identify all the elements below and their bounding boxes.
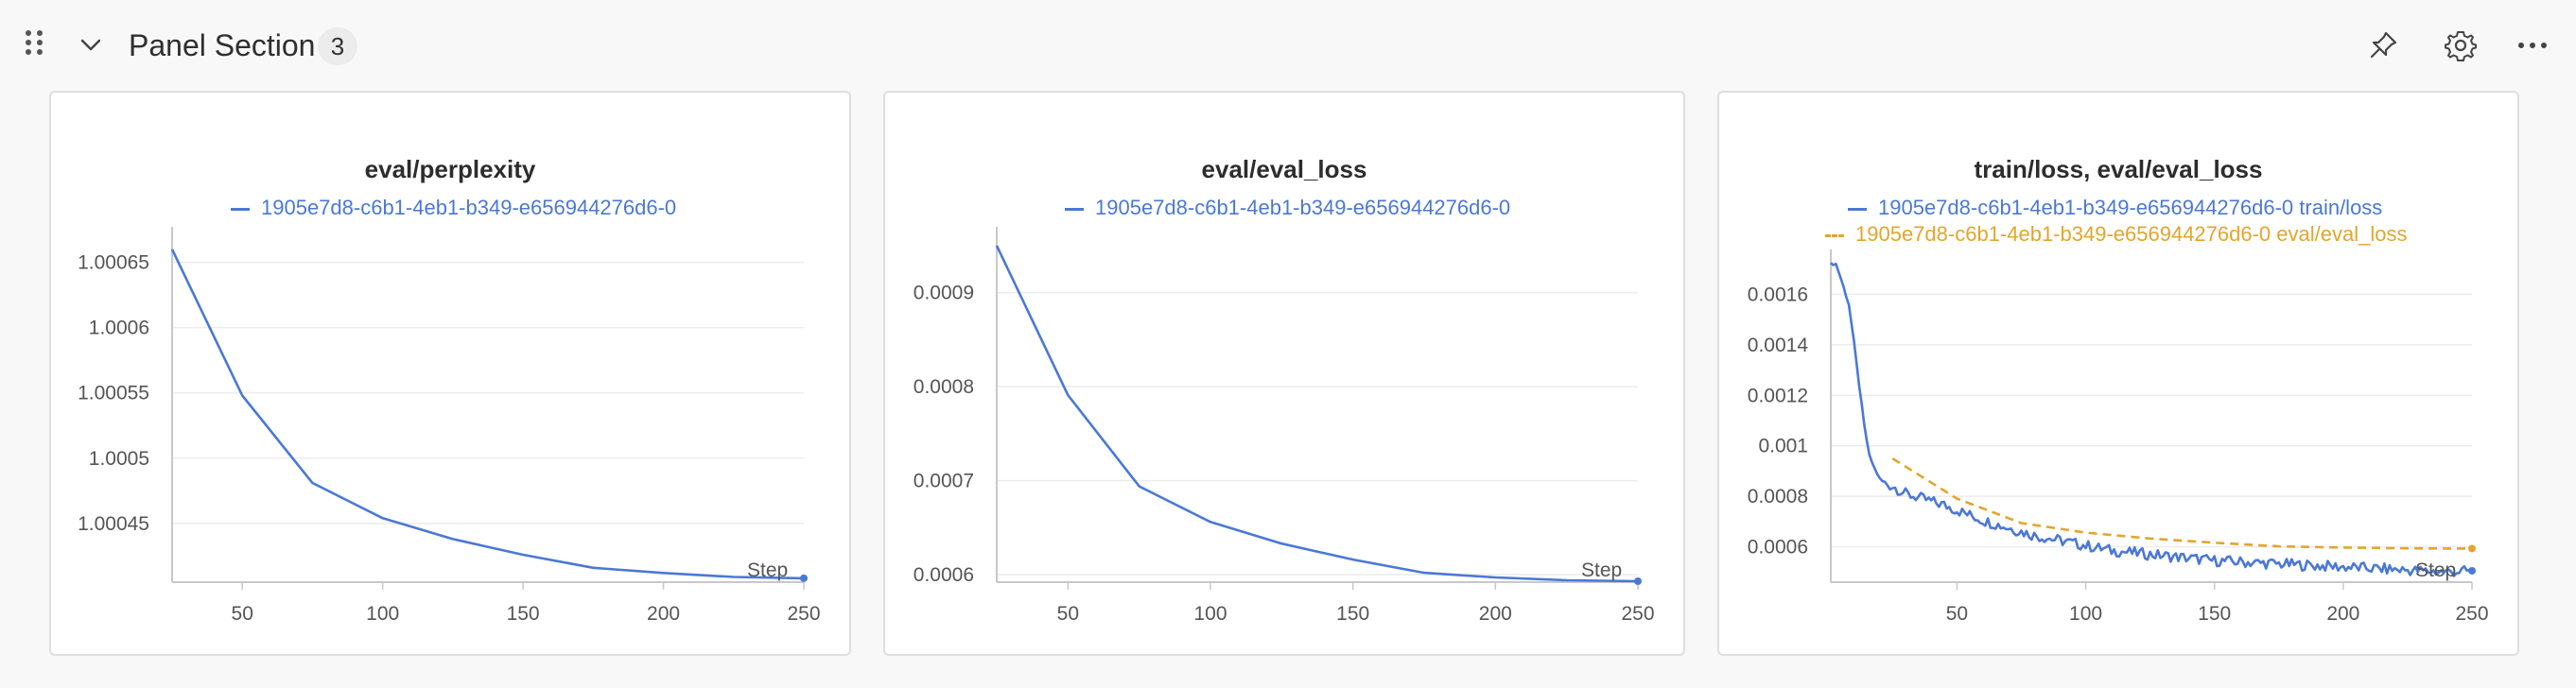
legend-label: 1905e7d8-c6b1-4eb1-b349-e656944276d6-0 e… (1855, 222, 2408, 246)
y-tick-label: 0.0016 (1748, 284, 1808, 305)
series-end-point (800, 574, 808, 582)
y-tick-label: 0.0008 (1748, 486, 1808, 507)
chart-plot-area[interactable]: 0.0006 0.0008 0.001 0.0012 0.0014 0.0016 50 100… (1719, 93, 2521, 658)
y-tick-label: 1.0006 (89, 318, 149, 339)
y-tick-label: 0.0006 (1748, 537, 1808, 559)
chart-title: eval/perplexity (364, 155, 536, 183)
x-axis-label: Step (2415, 559, 2456, 581)
legend-item[interactable]: 1905e7d8-c6b1-4eb1-b349-e656944276d6-0 (1065, 195, 1510, 221)
x-tick-label: 50 (1057, 603, 1079, 625)
drag-handle-icon[interactable] (23, 28, 45, 57)
y-tick-label: 0.0006 (914, 564, 974, 586)
x-tick-label: 250 (787, 603, 820, 625)
y-tick-label: 0.001 (1758, 436, 1808, 457)
legend-item[interactable]: 1905e7d8-c6b1-4eb1-b349-e656944276d6-0 (231, 195, 676, 221)
y-tick-label: 0.0009 (914, 283, 974, 304)
chart-plot-area[interactable]: 0.0006 0.0007 0.0008 0.0009 50 100 150 200 250 S… (885, 93, 1687, 658)
chart-panel-eval-perplexity[interactable]: eval/perplexity 1905e7d8-c6b1-4eb1-b349-… (49, 91, 851, 656)
pin-icon[interactable] (2366, 28, 2400, 62)
x-tick-label: 50 (1946, 603, 1968, 625)
x-tick-label: 100 (2069, 603, 2102, 625)
series-end-point (2468, 566, 2476, 575)
series-end-point (2468, 544, 2476, 553)
chart-panel-train-loss-eval-loss[interactable]: train/loss, eval/eval_loss 1905e7d8-c6b1… (1717, 91, 2519, 656)
y-tick-label: 1.00055 (78, 383, 149, 404)
y-tick-label: 1.00065 (78, 252, 149, 274)
y-tick-label: 0.0007 (914, 471, 974, 492)
series-line[interactable] (1891, 456, 2473, 550)
more-icon[interactable] (2515, 28, 2550, 62)
legend-swatch-orange-dashed (1825, 233, 1844, 237)
x-axis-label: Step (1581, 559, 1622, 581)
x-tick-label: 250 (2455, 603, 2488, 625)
legend-swatch-blue (1848, 207, 1867, 211)
x-tick-label: 100 (1193, 603, 1227, 625)
x-tick-label: 150 (507, 603, 540, 625)
y-tick-label: 1.0005 (89, 448, 149, 470)
legend-item[interactable]: 1905e7d8-c6b1-4eb1-b349-e656944276d6-0 t… (1848, 195, 2382, 221)
chart-title: train/loss, eval/eval_loss (1974, 155, 2263, 183)
panel-count-badge: 3 (318, 27, 357, 65)
panel-section-header: Panel Section 3 (0, 0, 2576, 91)
y-tick-label: 0.0014 (1748, 335, 1809, 356)
legend-item[interactable]: 1905e7d8-c6b1-4eb1-b349-e656944276d6-0 e… (1825, 221, 2407, 248)
x-axis-label: Step (747, 559, 788, 581)
x-tick-label: 200 (1479, 603, 1512, 625)
x-tick-label: 200 (647, 603, 680, 625)
x-tick-label: 150 (2198, 603, 2231, 625)
x-tick-label: 50 (232, 603, 253, 625)
series-line[interactable] (1830, 262, 2473, 577)
x-tick-label: 250 (1621, 603, 1654, 625)
chart-plot-area[interactable]: 1.00045 1.0005 1.00055 1.0006 1.00065 50 100 15… (51, 93, 853, 658)
legend-label: 1905e7d8-c6b1-4eb1-b349-e656944276d6-0 (261, 196, 677, 219)
y-tick-label: 0.0012 (1748, 385, 1808, 406)
gear-icon[interactable] (2444, 28, 2478, 62)
legend-swatch-blue (231, 207, 250, 211)
x-tick-label: 100 (366, 603, 399, 625)
legend-swatch-blue (1065, 207, 1084, 211)
chart-title: eval/eval_loss (1201, 155, 1367, 183)
legend-label: 1905e7d8-c6b1-4eb1-b349-e656944276d6-0 (1095, 196, 1511, 219)
legend-label: 1905e7d8-c6b1-4eb1-b349-e656944276d6-0 t… (1878, 196, 2383, 219)
x-tick-label: 150 (1336, 603, 1369, 625)
x-tick-label: 200 (2326, 603, 2359, 625)
series-end-point (1634, 577, 1642, 586)
y-tick-label: 0.0008 (914, 376, 974, 398)
series-line[interactable] (995, 245, 1639, 583)
series-line[interactable] (170, 249, 805, 580)
section-title: Panel Section (129, 28, 316, 62)
chart-panel-eval-loss[interactable]: eval/eval_loss 1905e7d8-c6b1-4eb1-b349-e… (883, 91, 1685, 656)
y-tick-label: 1.00045 (78, 513, 149, 535)
chevron-down-icon[interactable] (76, 32, 106, 59)
